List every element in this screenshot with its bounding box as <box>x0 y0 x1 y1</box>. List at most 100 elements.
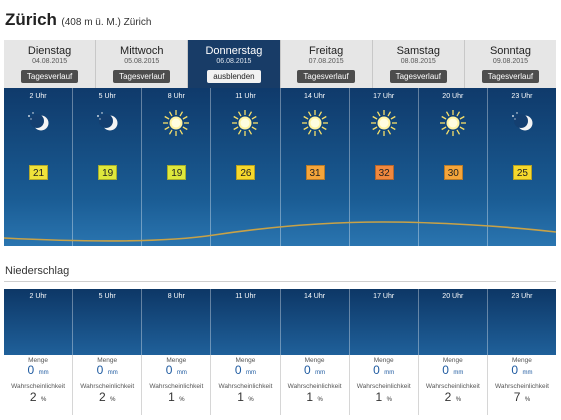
amount-unit: mm <box>453 370 464 376</box>
sun-icon <box>161 110 191 136</box>
amount-label: Menge <box>304 357 325 364</box>
hour-label: 8 Uhr <box>167 293 185 300</box>
temperature-badge: 26 <box>236 165 256 180</box>
hour-column: 11 Uhr 26 <box>211 88 281 246</box>
temperature-badge: 32 <box>374 165 394 180</box>
probability-unit: % <box>179 397 185 403</box>
day-date: 07.08.2015 <box>308 58 344 65</box>
hour-column: 8 Uhr 19 <box>142 88 212 246</box>
tab-dienstag[interactable]: Dienstag 04.08.2015 Tagesverlauf <box>4 40 97 88</box>
day-name: Samstag <box>396 45 440 57</box>
temperature-badge: 19 <box>98 165 118 180</box>
probability-label: Wahrscheinlichkeit <box>356 383 411 390</box>
precip-hour-column: 8 Uhr <box>142 289 212 355</box>
tagesverlauf-button[interactable]: Tagesverlauf <box>481 70 540 83</box>
day-name: Freitag <box>308 45 344 57</box>
hour-label: 20 Uhr <box>442 93 464 100</box>
probability-label: Wahrscheinlichkeit <box>287 383 342 390</box>
moon-icon <box>92 110 122 136</box>
tagesverlauf-button[interactable]: Tagesverlauf <box>113 70 171 83</box>
amount-label: Menge <box>166 357 187 364</box>
day-date: 09.08.2015 <box>492 58 528 65</box>
temperature-badge: 30 <box>443 165 463 180</box>
temperature-badge: 25 <box>512 165 532 180</box>
probability-label: Wahrscheinlichkeit <box>218 383 273 390</box>
amount-label: Menge <box>97 357 118 364</box>
precipitation-stats: Menge 0 mm Wahrscheinlichkeit 2 % Menge 0 mm W… <box>4 355 556 415</box>
probability-unit: % <box>40 397 47 403</box>
day-name: Donnerstag <box>205 45 263 57</box>
day-date: 08.08.2015 <box>400 58 436 65</box>
hour-column: 2 Uhr 21 <box>4 88 74 246</box>
amount-unit: mm <box>107 370 118 376</box>
hour-label: 5 Uhr <box>98 93 116 100</box>
day-date: 05.08.2015 <box>124 58 160 65</box>
hour-label: 14 Uhr <box>304 93 326 100</box>
ausblenden-button[interactable]: ausblenden <box>207 70 261 83</box>
day-name: Mittwoch <box>120 45 164 57</box>
hour-column: 14 Uhr 31 <box>281 88 350 246</box>
amount-label: Menge <box>512 357 532 364</box>
temperature-curve <box>4 221 556 242</box>
hour-label: 11 Uhr <box>235 293 256 300</box>
hour-label: 20 Uhr <box>442 293 464 300</box>
probability-value: 2 <box>444 390 452 404</box>
probability-unit: % <box>386 397 392 403</box>
sun-icon <box>230 110 260 136</box>
hour-label: 14 Uhr <box>304 293 326 300</box>
amount-unit: mm <box>246 370 256 376</box>
precip-hour-column: 5 Uhr <box>73 289 143 355</box>
hour-label: 23 Uhr <box>511 293 533 300</box>
sun-icon <box>300 110 330 136</box>
amount-unit: mm <box>315 370 326 376</box>
tab-freitag[interactable]: Freitag 07.08.2015 Tagesverlauf <box>280 40 373 88</box>
probability-unit: % <box>248 397 254 403</box>
probability-value: 1 <box>237 390 244 404</box>
moon-icon <box>23 110 53 136</box>
precipitation-panel: 2 Uhr 5 Uhr 8 Uhr 11 Uhr 14 Uhr 17 Uhr 20 Uhr 2… <box>4 289 556 355</box>
hour-label: 23 Uhr <box>511 93 533 100</box>
amount-value: 0 <box>511 363 519 377</box>
precip-stat-column: Menge 0 mm Wahrscheinlichkeit 7 % <box>488 355 556 415</box>
precip-hour-column: 20 Uhr <box>419 289 488 355</box>
tagesverlauf-button[interactable]: Tagesverlauf <box>389 70 447 83</box>
probability-value: 7 <box>513 390 521 404</box>
tagesverlauf-button[interactable]: Tagesverlauf <box>20 70 79 83</box>
hour-label: 2 Uhr <box>29 293 47 300</box>
probability-unit: % <box>110 397 116 403</box>
amount-label: Menge <box>235 357 256 364</box>
amount-value: 0 <box>165 363 173 377</box>
hour-label: 17 Uhr <box>373 293 395 300</box>
amount-label: Menge <box>373 357 394 364</box>
day-tabs: Dienstag 04.08.2015 Tagesverlauf Mittwoc… <box>4 40 557 88</box>
tagesverlauf-button[interactable]: Tagesverlauf <box>297 70 355 83</box>
precip-hour-column: 14 Uhr <box>281 289 350 355</box>
temperature-badge: 31 <box>305 165 325 180</box>
tab-sonntag[interactable]: Sonntag 09.08.2015 Tagesverlauf <box>464 40 557 88</box>
precip-stat-column: Menge 0 mm Wahrscheinlichkeit 1 % <box>142 355 212 415</box>
hour-column: 23 Uhr 25 <box>488 88 556 246</box>
probability-unit: % <box>317 397 323 403</box>
tab-samstag[interactable]: Samstag 08.08.2015 Tagesverlauf <box>372 40 465 88</box>
precip-hour-column: 2 Uhr <box>4 289 74 355</box>
precip-stat-column: Menge 0 mm Wahrscheinlichkeit 1 % <box>350 355 419 415</box>
precip-stat-column: Menge 0 mm Wahrscheinlichkeit 1 % <box>211 355 281 415</box>
section-divider <box>4 281 556 282</box>
tab-donnerstag[interactable]: Donnerstag 06.08.2015 ausblenden <box>188 40 281 88</box>
hour-column: 20 Uhr 30 <box>419 88 488 246</box>
amount-value: 0 <box>442 363 449 377</box>
hourly-forecast-panel: 2 Uhr 21 5 Uhr 19 8 Uhr 19 11 Uhr 26 14 Uhr 31 17 … <box>4 88 556 246</box>
amount-unit: mm <box>522 370 533 376</box>
tab-mittwoch[interactable]: Mittwoch 05.08.2015 Tagesverlauf <box>96 40 189 88</box>
probability-value: 2 <box>29 390 37 404</box>
amount-label: Menge <box>28 357 48 364</box>
hour-label: 11 Uhr <box>235 93 256 100</box>
probability-label: Wahrscheinlichkeit <box>11 383 66 390</box>
amount-value: 0 <box>303 363 311 377</box>
precip-stat-column: Menge 0 mm Wahrscheinlichkeit 2 % <box>73 355 143 415</box>
precip-hour-column: 23 Uhr <box>488 289 556 355</box>
moon-icon <box>507 110 537 136</box>
amount-value: 0 <box>234 363 242 377</box>
amount-value: 0 <box>27 363 35 377</box>
probability-value: 1 <box>375 390 383 404</box>
